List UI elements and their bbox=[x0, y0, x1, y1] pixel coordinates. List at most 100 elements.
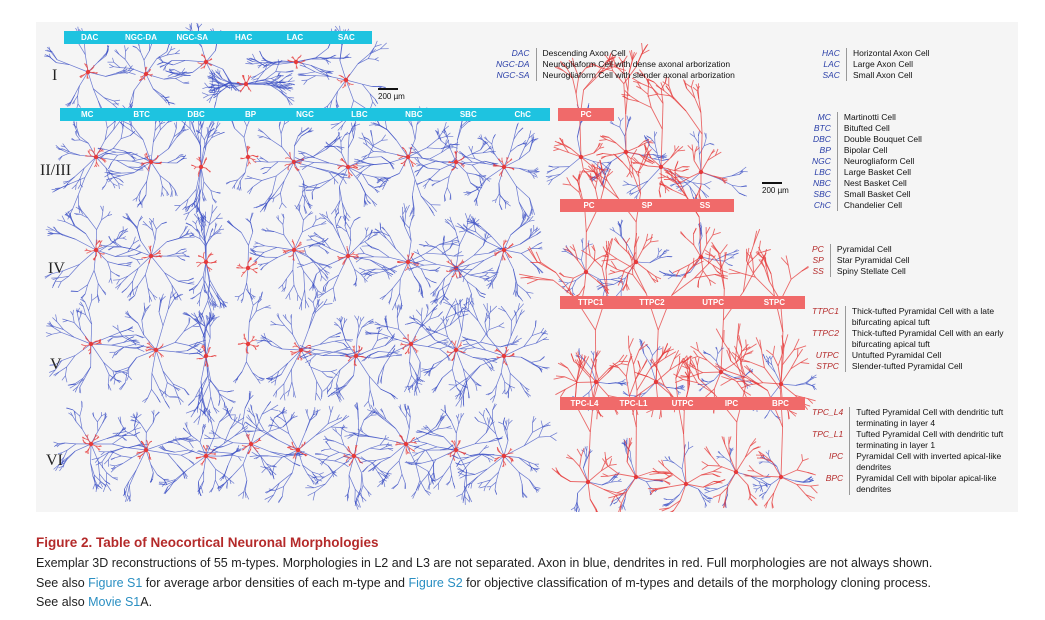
layer-label-IV: IV bbox=[48, 260, 65, 277]
type-label: DBC bbox=[187, 110, 205, 119]
legend-desc: Thick-tufted Pyramidal Cell with an earl… bbox=[851, 328, 1004, 349]
type-label: UTPC bbox=[671, 399, 694, 408]
legend-desc: Double Bouquet Cell bbox=[843, 134, 922, 144]
movie-s1-link[interactable]: Movie S1 bbox=[88, 595, 141, 609]
morphology-canvas bbox=[44, 22, 819, 512]
figure-s1-link[interactable]: Figure S1 bbox=[88, 575, 143, 590]
legend-row: STPC Slender-tufted Pyramidal Cell bbox=[812, 361, 1012, 372]
type-label: PC bbox=[583, 201, 595, 210]
legend-desc: Spiny Stellate Cell bbox=[836, 266, 906, 276]
layer-label-VI: VI bbox=[46, 452, 63, 469]
type-label: NGC-SA bbox=[176, 33, 209, 42]
neuron-morphology bbox=[255, 295, 364, 401]
type-label: NGC bbox=[296, 110, 314, 119]
caption-line: Exemplar 3D reconstructions of 55 m-type… bbox=[36, 556, 933, 570]
neuron-morphology bbox=[589, 42, 670, 187]
neuron-morphology bbox=[53, 400, 149, 493]
neuron-morphology bbox=[226, 212, 258, 304]
type-label: BP bbox=[244, 110, 257, 119]
neuron-morphology bbox=[458, 122, 540, 221]
legend-abbr: NGC-DA bbox=[496, 59, 537, 70]
legend-abbr: DAC bbox=[496, 48, 537, 59]
caption-body: Exemplar 3D reconstructions of 55 m-type… bbox=[36, 554, 1026, 613]
neuron-morphology bbox=[185, 204, 229, 323]
neuron-morphology bbox=[305, 402, 394, 510]
legend-desc: Untufted Pyramidal Cell bbox=[851, 350, 942, 360]
neuron-morphology bbox=[581, 148, 673, 306]
legend-desc: Tufted Pyramidal Cell with dendritic tuf… bbox=[856, 407, 1004, 428]
neuron-morphology bbox=[407, 213, 508, 310]
neuron-morphology bbox=[404, 297, 522, 400]
legend-row: PC Pyramidal Cell bbox=[812, 244, 910, 255]
type-label: MC bbox=[80, 110, 94, 119]
legend-row: BTC Bitufted Cell bbox=[812, 123, 922, 134]
neuron-morphology bbox=[647, 77, 748, 201]
legend-abbr: TTPC2 bbox=[812, 328, 846, 350]
neuron-morphology bbox=[551, 350, 627, 512]
legend-row: ChC Chandelier Cell bbox=[812, 200, 922, 211]
neuron-morphology bbox=[244, 118, 351, 214]
scale-bar-label: 200 µm bbox=[378, 91, 405, 101]
type-label: SAC bbox=[337, 33, 355, 42]
legend-abbr: TPC_L1 bbox=[812, 429, 851, 451]
legend-desc: Pyramidal Cell with inverted apical-like… bbox=[856, 451, 1002, 472]
legend-desc: Chandelier Cell bbox=[843, 200, 903, 210]
legend-abbr: DBC bbox=[812, 134, 838, 145]
type-label: LBC bbox=[351, 110, 368, 119]
neuron-morphology bbox=[715, 334, 819, 509]
type-label: TPC-L1 bbox=[619, 399, 648, 408]
legend-desc: Large Axon Cell bbox=[852, 59, 913, 69]
bar-layer-I: DAC NGC-DA NGC-SA HAC LAC SAC bbox=[64, 31, 372, 44]
caption-text: See also bbox=[36, 595, 89, 609]
neuron-morphology bbox=[245, 28, 352, 83]
legend-abbr: SBC bbox=[812, 189, 838, 200]
legend-row: BP Bipolar Cell bbox=[812, 145, 922, 156]
type-label: TTPC1 bbox=[577, 298, 604, 307]
neuron-morphology bbox=[174, 108, 225, 227]
caption-title: Figure 2. Table of Neocortical Neuronal … bbox=[36, 535, 379, 550]
legend-desc: Bitufted Cell bbox=[843, 123, 890, 133]
legend-row: SP Star Pyramidal Cell bbox=[812, 255, 910, 266]
legend-row: IPC Pyramidal Cell with inverted apical-l… bbox=[812, 451, 1012, 473]
neuron-morphology bbox=[244, 405, 352, 504]
type-label: UTPC bbox=[702, 298, 725, 307]
legend-desc: Slender-tufted Pyramidal Cell bbox=[851, 361, 963, 371]
legend-row: BPC Pyramidal Cell with bipolar apical-li… bbox=[812, 473, 1012, 495]
neuron-morphology bbox=[634, 355, 726, 512]
figure-s2-link[interactable]: Figure S2 bbox=[408, 575, 463, 590]
legend-desc: Star Pyramidal Cell bbox=[836, 255, 910, 265]
legend-layer-II-III: MC Martinotti Cell BTC Bitufted Cell DBC Do… bbox=[812, 112, 922, 211]
legend-abbr: TTPC1 bbox=[812, 306, 846, 328]
figure-caption: Figure 2. Table of Neocortical Neuronal … bbox=[36, 535, 1026, 613]
legend-row: TPC_L4 Tufted Pyramidal Cell with dendrit… bbox=[812, 407, 1012, 429]
legend-row: LAC Large Axon Cell bbox=[822, 59, 930, 70]
neuron-morphology bbox=[601, 233, 729, 420]
legend-row: NGC-DA Neurogliaform Cell with dense axon… bbox=[496, 59, 735, 70]
legend-layer-VI: TPC_L4 Tufted Pyramidal Cell with dendrit… bbox=[812, 407, 1012, 495]
legend-row: DAC Descending Axon Cell bbox=[496, 48, 735, 59]
type-label: SP bbox=[641, 201, 653, 210]
caption-text: for average arbor densities of each m-ty… bbox=[142, 575, 409, 590]
neuron-morphology bbox=[558, 165, 624, 303]
legend-desc: Nest Basket Cell bbox=[843, 178, 907, 188]
legend-layer-I-right: HAC Horizontal Axon Cell LAC Large Axon Ce… bbox=[822, 48, 930, 81]
neuron-morphology bbox=[44, 205, 144, 303]
legend-abbr: ChC bbox=[812, 200, 838, 211]
caption-line: See also Figure S1 for average arbor den… bbox=[36, 574, 1026, 594]
neuron-morphology bbox=[233, 288, 272, 384]
neuron-morphology bbox=[158, 406, 250, 497]
legend-abbr: NGC bbox=[812, 156, 838, 167]
neuron-morphology bbox=[91, 409, 198, 502]
legend-row: NBC Nest Basket Cell bbox=[812, 178, 922, 189]
neuron-morphology bbox=[249, 204, 333, 311]
legend-abbr: NGC-SA bbox=[496, 70, 537, 81]
neuron-morphology bbox=[361, 300, 470, 396]
bar-pc-IV: PC SP SS bbox=[560, 199, 734, 212]
type-label: SS bbox=[699, 201, 711, 210]
neuron-morphology bbox=[519, 238, 629, 420]
legend-abbr: PC bbox=[812, 244, 831, 255]
legend-row: SAC Small Axon Cell bbox=[822, 70, 930, 81]
legend-desc: Neurogliaform Cell bbox=[843, 156, 915, 166]
legend-desc: Neurogliaform Cell with slender axonal a… bbox=[542, 70, 735, 80]
neuron-morphology bbox=[449, 212, 544, 302]
